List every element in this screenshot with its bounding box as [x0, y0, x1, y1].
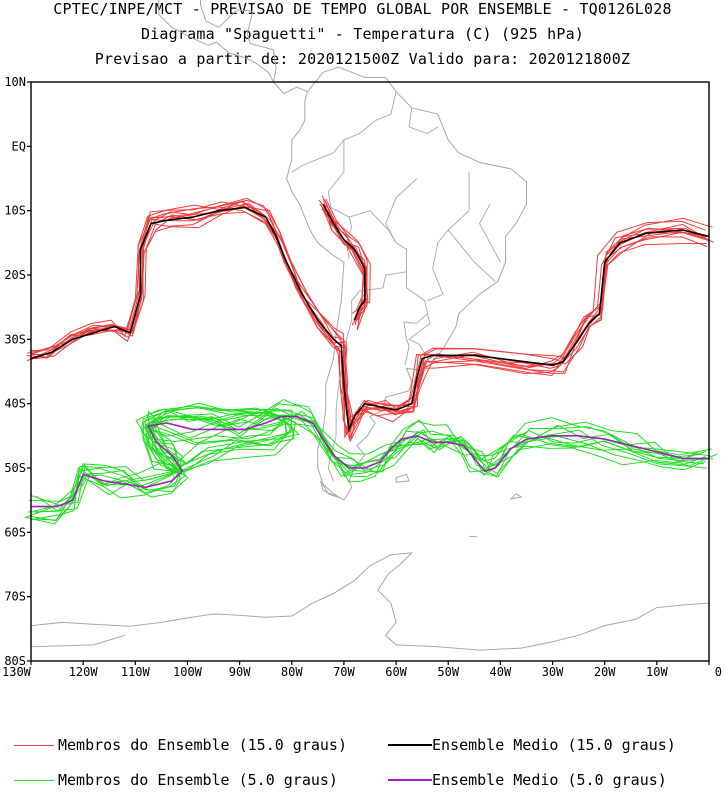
y-tick-label-5: 40S: [4, 397, 26, 411]
member-loop-5-2: [135, 405, 292, 475]
ensemble-mean-line-5-2: [31, 415, 709, 508]
x-tick-label-5: 80W: [281, 665, 303, 679]
member-line-5-2-6: [33, 410, 718, 512]
member-line-15-0-0: [31, 211, 708, 426]
chart-title-line-1: CPTEC/INPE/MCT - PREVISAO DE TEMPO GLOBA…: [53, 0, 672, 18]
legend-swatch-members-5: [14, 779, 54, 781]
member-line-5-2-3: [33, 408, 707, 521]
x-tick-label-8: 50W: [437, 665, 459, 679]
legend-swatch-mean-15: [388, 744, 432, 746]
x-tick-label-11: 20W: [594, 665, 616, 679]
chart-title-line-3: Previsao a partir de: 2020121500Z Valido…: [94, 50, 631, 68]
legend-mean-5: Ensemble Medio (5.0 graus): [388, 771, 667, 789]
member-line-15-0-6: [27, 197, 713, 425]
x-axis-ticks: 130W 120W 110W 100W 90W 80W 70W 60W 50W 40W 30W 20W…: [2, 661, 722, 679]
x-tick-label-7: 60W: [385, 665, 407, 679]
y-tick-label-2: 10S: [4, 204, 26, 218]
x-tick-label-1: 120W: [69, 665, 99, 679]
y-tick-label-3: 20S: [4, 268, 26, 282]
legend-swatch-mean-5: [388, 779, 432, 781]
member-line-5-2-10: [28, 403, 706, 502]
x-tick-label-3: 100W: [173, 665, 203, 679]
y-tick-label-6: 50S: [4, 461, 26, 475]
legend-label-members-15: Membros do Ensemble (15.0 graus): [58, 736, 347, 754]
member-line-5-2-4: [30, 415, 712, 521]
x-tick-label-12: 10W: [646, 665, 668, 679]
member-loop-5-6: [143, 406, 288, 467]
chart-title-line-2: Diagrama "Spaguetti" - Temperatura (C) (…: [140, 25, 585, 43]
member-line-15-0-10: [29, 206, 707, 432]
member-loop-5-4: [142, 407, 295, 472]
legend-mean-15: Ensemble Medio (15.0 graus): [388, 736, 676, 754]
legend-label-mean-15: Ensemble Medio (15.0 graus): [432, 736, 676, 754]
member-line-15-0-9: [30, 200, 707, 436]
member-line-5-2-9: [30, 410, 701, 522]
ensemble-mean-line-15-0: [30, 206, 710, 433]
x-tick-label-13: 0: [715, 665, 722, 679]
y-tick-label-7: 60S: [4, 525, 26, 539]
y-axis-ticks: 10N EQ 10S 20S 30S 40S 50S 60S 70S 80S: [4, 75, 31, 668]
x-tick-label-2: 110W: [121, 665, 151, 679]
x-tick-label-4: 90W: [229, 665, 251, 679]
y-tick-label-0: 10N: [4, 75, 26, 89]
legend-swatch-members-15: [14, 744, 54, 746]
y-tick-label-1: EQ: [12, 139, 26, 153]
member-line-5-2-8: [35, 414, 707, 512]
coastline-map: [30, 0, 710, 651]
y-tick-label-9: 80S: [4, 654, 26, 668]
member-line-5-2-5: [26, 399, 711, 518]
ensemble-mean-lines: [30, 203, 710, 508]
member-line-5-2-7: [34, 407, 701, 513]
x-tick-label-0: 130W: [2, 665, 32, 679]
ensemble-mean-line-15-1: [322, 203, 366, 321]
legend-members-5: Membros do Ensemble (5.0 graus): [14, 771, 338, 789]
member-line-15-1-10: [324, 203, 368, 326]
member-loop-5-3: [140, 402, 287, 466]
y-tick-label-4: 30S: [4, 332, 26, 346]
x-tick-label-9: 40W: [490, 665, 512, 679]
legend-label-members-5: Membros do Ensemble (5.0 graus): [58, 771, 338, 789]
x-tick-label-10: 30W: [542, 665, 564, 679]
y-tick-label-8: 70S: [4, 590, 26, 604]
legend-label-mean-5: Ensemble Medio (5.0 graus): [432, 771, 667, 789]
plot-frame: [30, 81, 710, 662]
legend-members-15: Membros do Ensemble (15.0 graus): [14, 736, 347, 754]
x-tick-label-6: 70W: [333, 665, 355, 679]
member-line-15-1-5: [319, 203, 368, 310]
member-line-15-0-7: [31, 206, 714, 439]
